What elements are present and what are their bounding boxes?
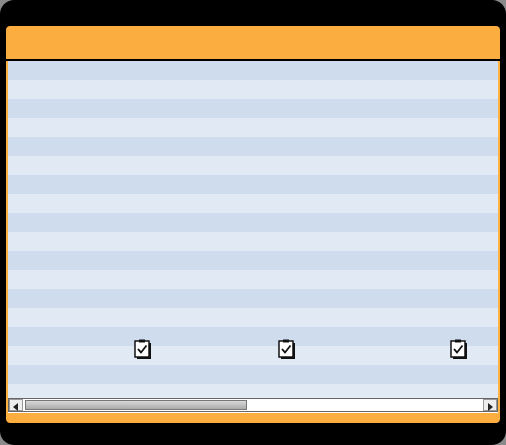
- horizontal-scrollbar[interactable]: [8, 398, 498, 412]
- calendar-row[interactable]: [8, 175, 498, 194]
- arrow-right-icon: [487, 396, 493, 415]
- scroll-right-button[interactable]: [483, 399, 497, 411]
- calendar-row[interactable]: [8, 232, 498, 251]
- calendar-row[interactable]: [8, 194, 498, 213]
- calendar-row[interactable]: [8, 156, 498, 175]
- calendar-row[interactable]: [8, 270, 498, 289]
- calendar-row[interactable]: [8, 365, 498, 384]
- clipboard-check-icon[interactable]: [448, 339, 470, 361]
- clipboard-check-icon[interactable]: [276, 339, 298, 361]
- scrollbar-thumb[interactable]: [25, 400, 247, 410]
- calendar-row[interactable]: [8, 137, 498, 156]
- calendar-row[interactable]: [8, 213, 498, 232]
- row-stripes: [8, 61, 498, 403]
- calendar-row[interactable]: [8, 346, 498, 365]
- calendar-row[interactable]: [8, 80, 498, 99]
- calendar-row[interactable]: [8, 99, 498, 118]
- footer-bar: [6, 413, 500, 423]
- calendar-row[interactable]: [8, 327, 498, 346]
- clipboard-check-icon[interactable]: [132, 339, 154, 361]
- title-bar[interactable]: [6, 26, 500, 59]
- calendar-row[interactable]: [8, 251, 498, 270]
- calendar-row[interactable]: [8, 289, 498, 308]
- calendar-row[interactable]: [8, 118, 498, 137]
- calendar-panel: sa1 do2 lu3 ma4 me5 gio6 ve7 sa8 do9 lu1…: [6, 61, 500, 413]
- arrow-left-icon: [13, 396, 19, 415]
- scroll-left-button[interactable]: [9, 399, 23, 411]
- calendar-row[interactable]: [8, 308, 498, 327]
- calendar-row[interactable]: [8, 61, 498, 80]
